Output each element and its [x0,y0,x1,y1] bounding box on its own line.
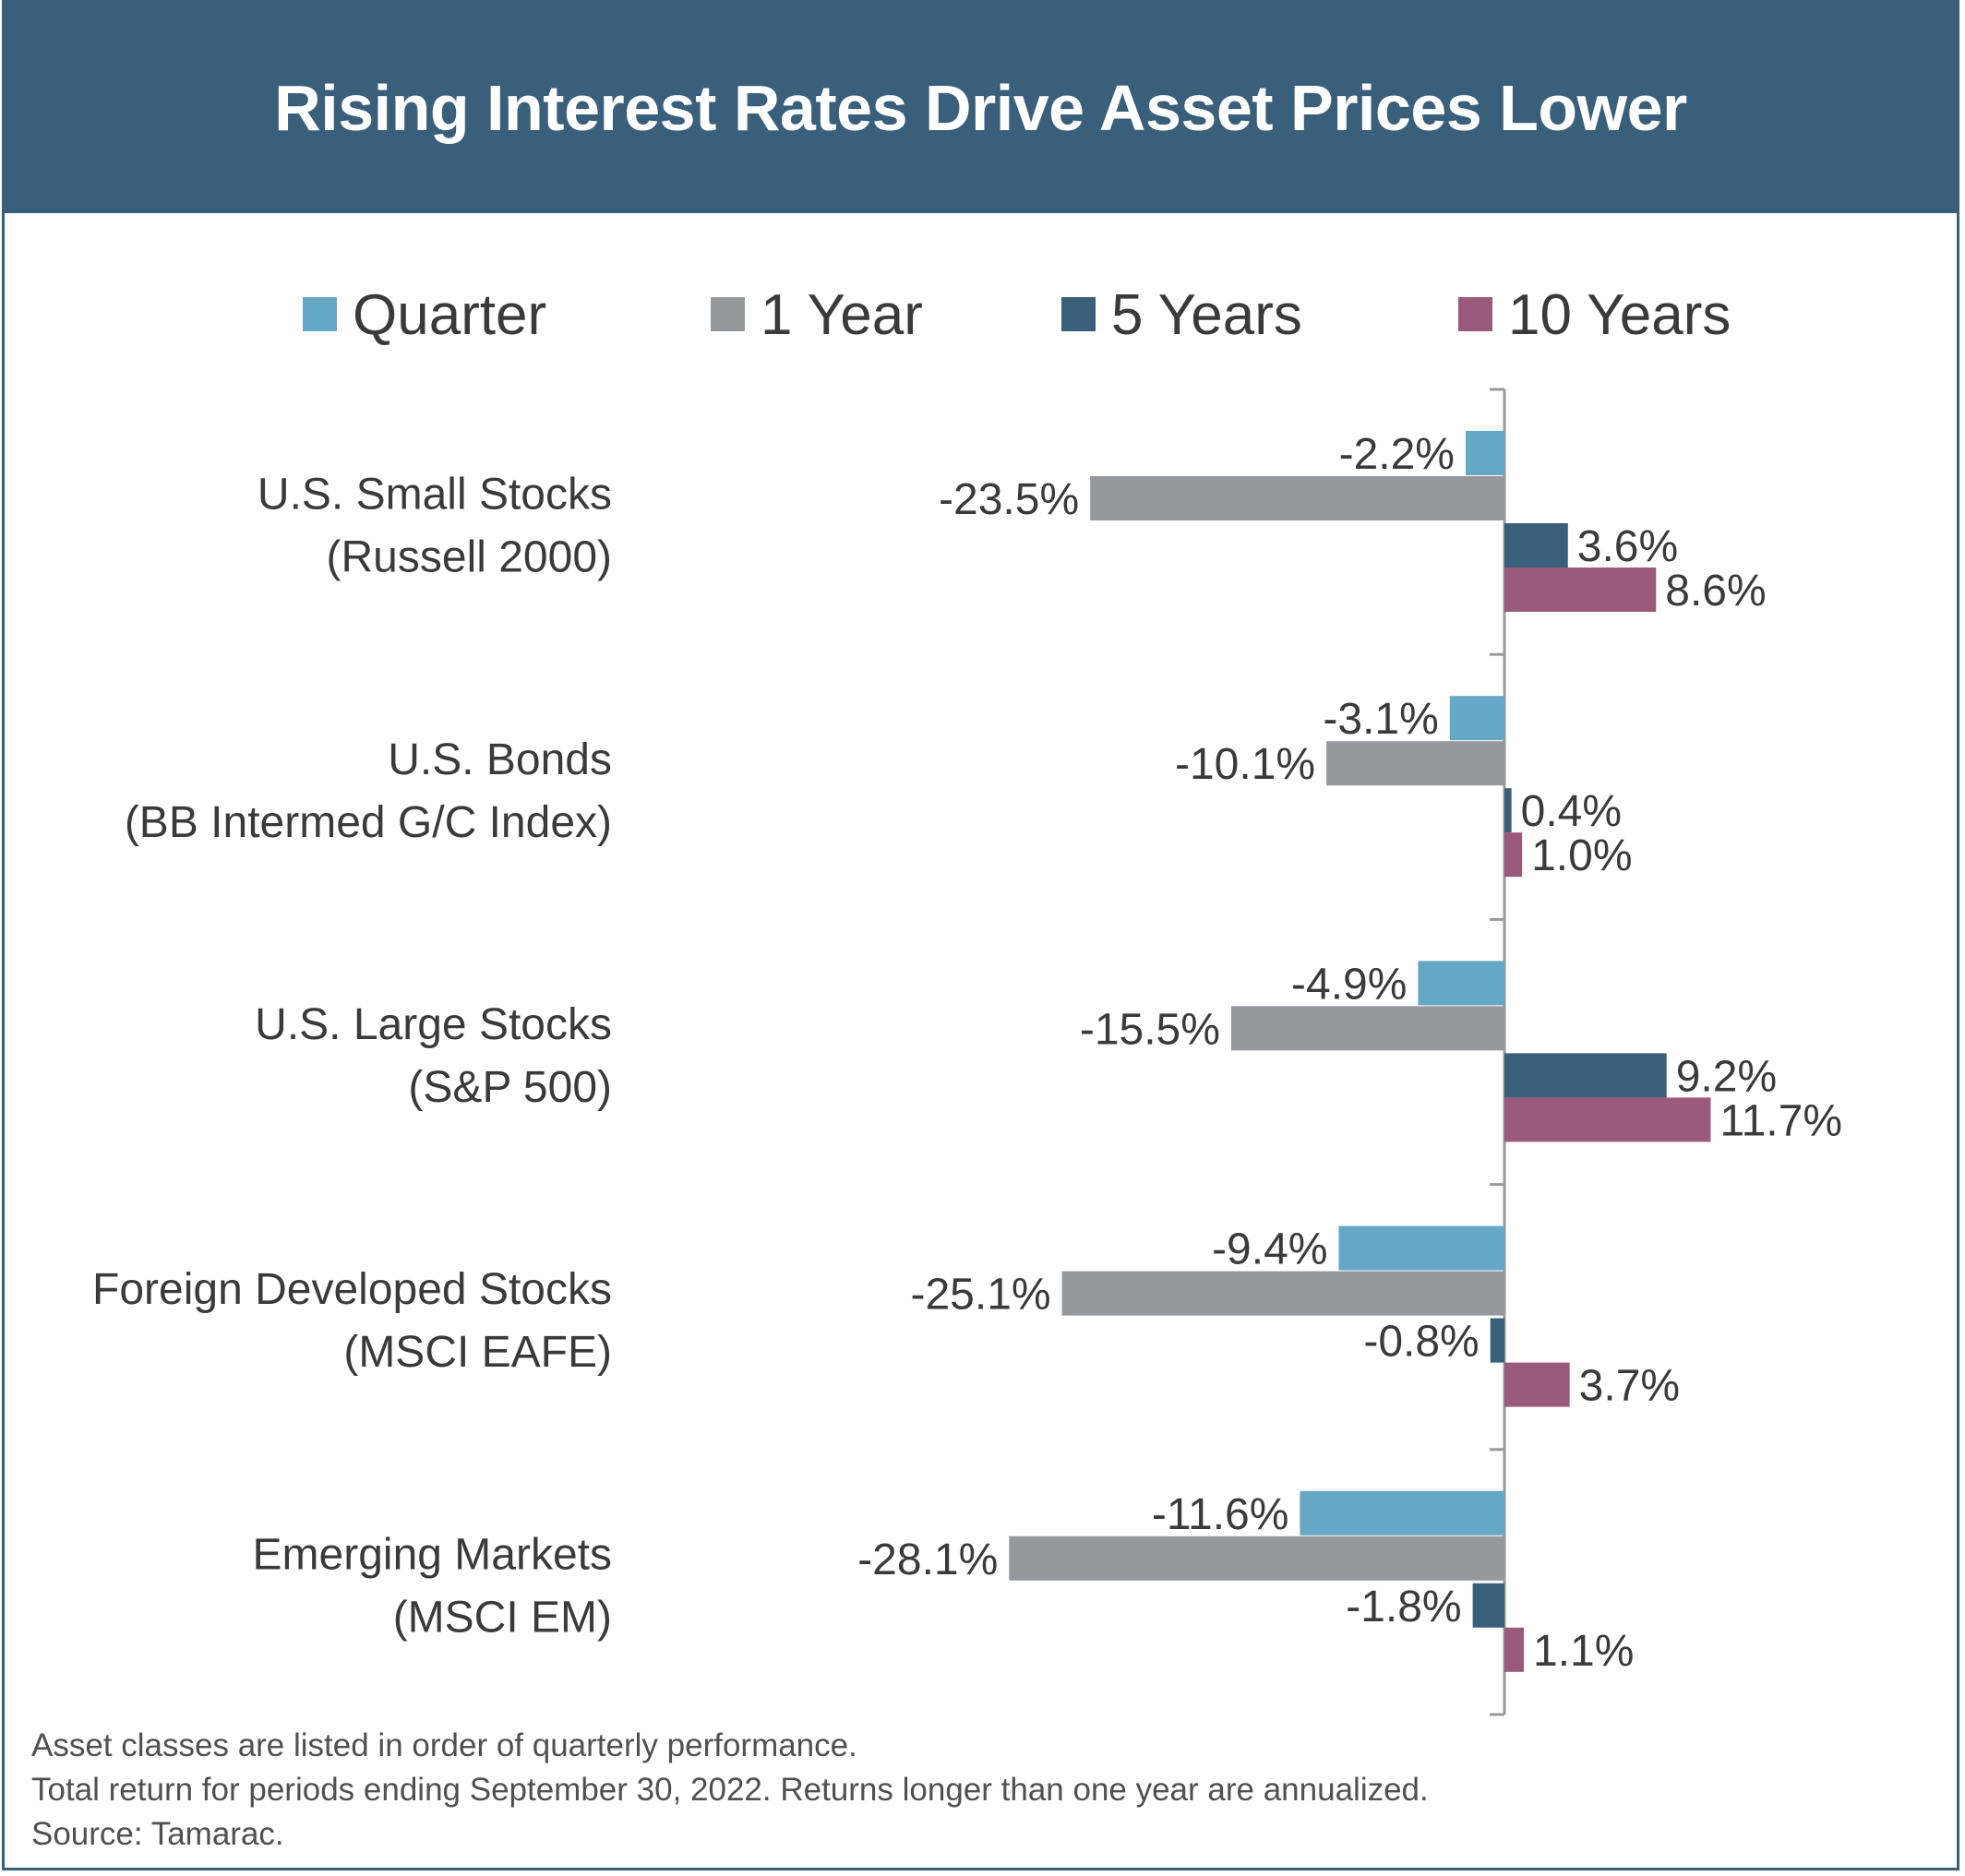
category-label-line2: (Russell 2000) [327,533,612,582]
bar-1-year [1090,476,1504,520]
bar-1-year [1230,1006,1504,1051]
legend-swatch-4 [1458,297,1492,331]
category-label-line1: Foreign Developed Stocks [92,1265,612,1314]
data-label: -28.1% [857,1535,998,1584]
data-label: -25.1% [910,1271,1050,1320]
data-label: -0.8% [1363,1318,1479,1367]
bar-5-years [1472,1583,1504,1628]
legend-swatch-3 [1061,297,1096,331]
data-label: -11.6% [1152,1490,1289,1539]
data-label: 1.0% [1531,831,1632,880]
data-label: -15.5% [1080,1005,1220,1054]
bar-10-years [1504,1627,1525,1672]
data-label: -3.1% [1323,695,1438,744]
legend-label-1: Quarter [353,283,546,347]
data-label: 0.4% [1521,787,1622,836]
data-label: -9.4% [1212,1225,1327,1274]
data-label: -23.5% [939,475,1079,524]
bar-10-years [1504,568,1657,612]
bar-1-year [1061,1271,1504,1316]
bar-quarter [1418,961,1504,1006]
data-label: -1.8% [1346,1583,1461,1631]
category-label-line2: (S&P 500) [408,1063,612,1112]
data-label: 11.7% [1719,1096,1842,1145]
data-label: 8.6% [1665,567,1766,615]
category-label-line2: (MSCI EM) [393,1593,612,1642]
bar-quarter [1300,1490,1504,1535]
data-label: 1.1% [1533,1627,1634,1676]
footnote-source: Source: Tamarac. [31,1816,284,1852]
bar-5-years [1504,523,1568,568]
bar-5-years [1504,788,1512,833]
category-label-line1: U.S. Small Stocks [258,471,612,520]
footnote-order: Asset classes are listed in order of qua… [31,1727,857,1763]
category-label-line1: Emerging Markets [253,1530,612,1579]
legend-label-4: 10 Years [1508,283,1731,347]
data-label: -4.9% [1291,960,1407,1009]
category-label-line1: U.S. Large Stocks [255,1000,612,1049]
title-banner: Rising Interest Rates Drive Asset Prices… [5,3,1957,213]
bar-10-years [1504,1097,1711,1142]
bar-1-year [1009,1535,1504,1581]
bar-1-year [1326,741,1504,786]
legend-swatch-2 [711,297,745,331]
bar-5-years [1490,1318,1504,1363]
category-label-line1: U.S. Bonds [388,735,612,784]
footnote-period: Total return for periods ending Septembe… [31,1772,1429,1808]
legend-label-2: 1 Year [761,283,923,347]
bar-10-years [1504,1362,1570,1407]
data-label: -2.2% [1339,430,1455,479]
legend-label-3: 5 Years [1111,283,1302,347]
category-label-line2: (MSCI EAFE) [343,1328,612,1377]
chart-title: Rising Interest Rates Drive Asset Prices… [274,72,1687,144]
legend-swatch-1 [303,297,337,331]
bar-quarter [1338,1225,1504,1271]
bar-10-years [1504,832,1523,878]
category-label-line2: (BB Intermed G/C Index) [125,798,612,847]
data-label: 3.7% [1579,1362,1680,1411]
bar-quarter [1465,431,1504,475]
bar-5-years [1504,1053,1667,1098]
data-label: 9.2% [1676,1052,1777,1101]
bar-quarter [1449,696,1504,741]
data-label: 3.6% [1577,522,1678,571]
footnotes: Asset classes are listed in order of qua… [31,1724,1429,1857]
data-label: -10.1% [1175,740,1315,789]
